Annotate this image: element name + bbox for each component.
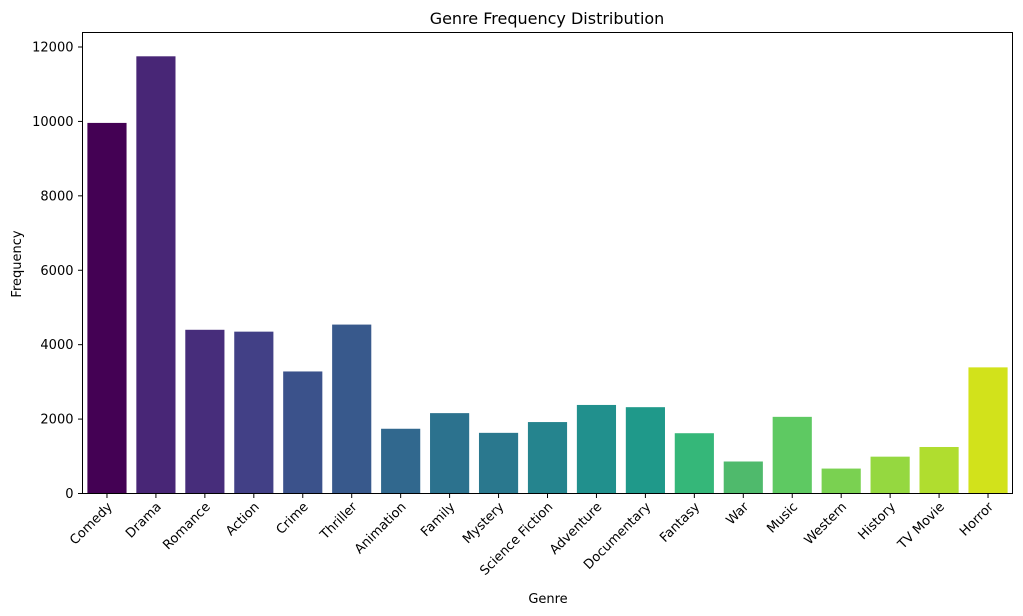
bar-action [234, 331, 274, 494]
x-tick-label: Animation [352, 500, 409, 557]
y-tick-label: 8000 [40, 189, 73, 204]
y-tick-label: 2000 [40, 413, 73, 428]
y-tick-label: 6000 [40, 264, 73, 279]
bar-crime [283, 371, 323, 494]
x-tick-label: TV Movie [895, 500, 948, 553]
bar-war [723, 461, 763, 494]
x-tick-label: Crime [274, 500, 312, 538]
y-tick-label: 12000 [32, 41, 73, 56]
bar-fantasy [674, 433, 714, 494]
bar-horror [968, 367, 1008, 494]
bar-romance [185, 329, 225, 494]
bar-drama [136, 56, 176, 494]
bar-thriller [332, 324, 372, 494]
x-tick-label: Thriller [317, 499, 361, 543]
x-tick-label: Drama [123, 500, 165, 542]
bars-group [87, 56, 1008, 494]
x-tick-label: Western [802, 500, 850, 548]
x-tick-label: Mystery [460, 500, 507, 547]
chart-title: Genre Frequency Distribution [430, 9, 665, 28]
bar-adventure [576, 404, 617, 494]
y-axis-ticks: 0 2000 4000 6000 8000 10000 12000 [32, 41, 83, 502]
bar-mystery [478, 432, 519, 494]
y-tick-label: 10000 [32, 115, 73, 130]
x-tick-label: Horror [957, 499, 997, 539]
bar-western [821, 468, 861, 494]
x-tick-label: Music [764, 500, 801, 537]
x-tick-label: Family [418, 500, 458, 540]
bar-science-fiction [527, 422, 568, 494]
y-tick-label: 0 [65, 487, 73, 502]
bar-animation [381, 428, 421, 494]
y-axis-label: Frequency [10, 230, 25, 297]
y-tick-label: 4000 [40, 338, 73, 353]
bar-music [772, 416, 812, 494]
x-tick-label: Fantasy [657, 500, 703, 546]
x-tick-label: Romance [160, 500, 213, 553]
bar-documentary [625, 407, 665, 494]
x-tick-label: War [724, 499, 753, 528]
bar-tv-movie [919, 446, 959, 494]
bar-family [430, 413, 470, 494]
bar-history [870, 456, 910, 494]
plot-frame [82, 32, 1013, 494]
x-axis-label: Genre [528, 592, 567, 607]
bar-comedy [87, 122, 127, 494]
x-tick-label: Comedy [67, 500, 116, 549]
x-tick-label: History [856, 500, 900, 544]
x-tick-label: Action [223, 500, 262, 539]
